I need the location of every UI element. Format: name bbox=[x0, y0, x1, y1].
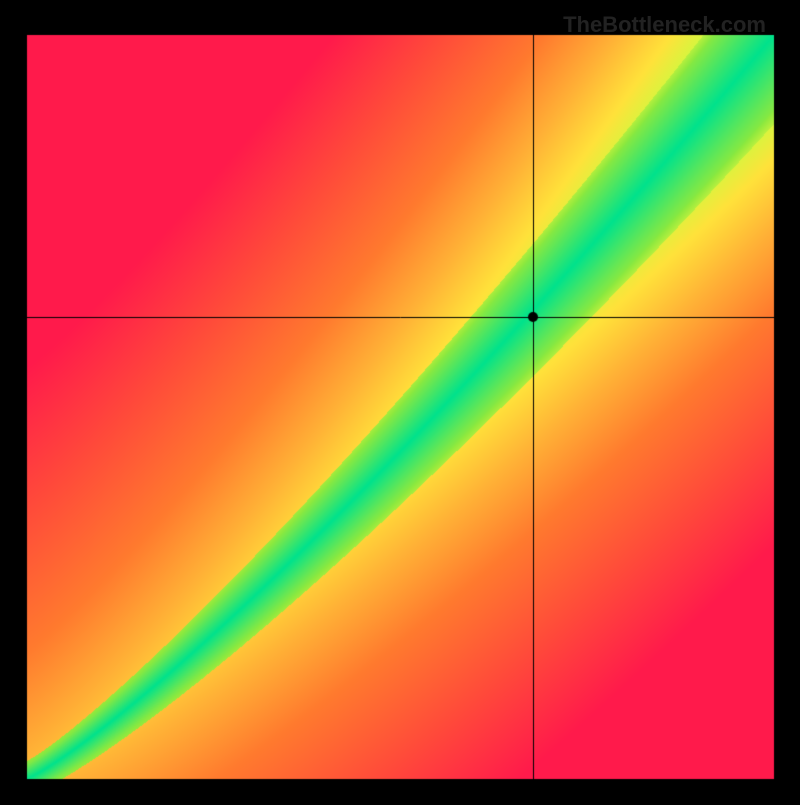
watermark-text: TheBottleneck.com bbox=[563, 12, 766, 38]
heatmap-canvas bbox=[0, 0, 800, 800]
bottleneck-heatmap-container: TheBottleneck.com bbox=[0, 0, 800, 800]
